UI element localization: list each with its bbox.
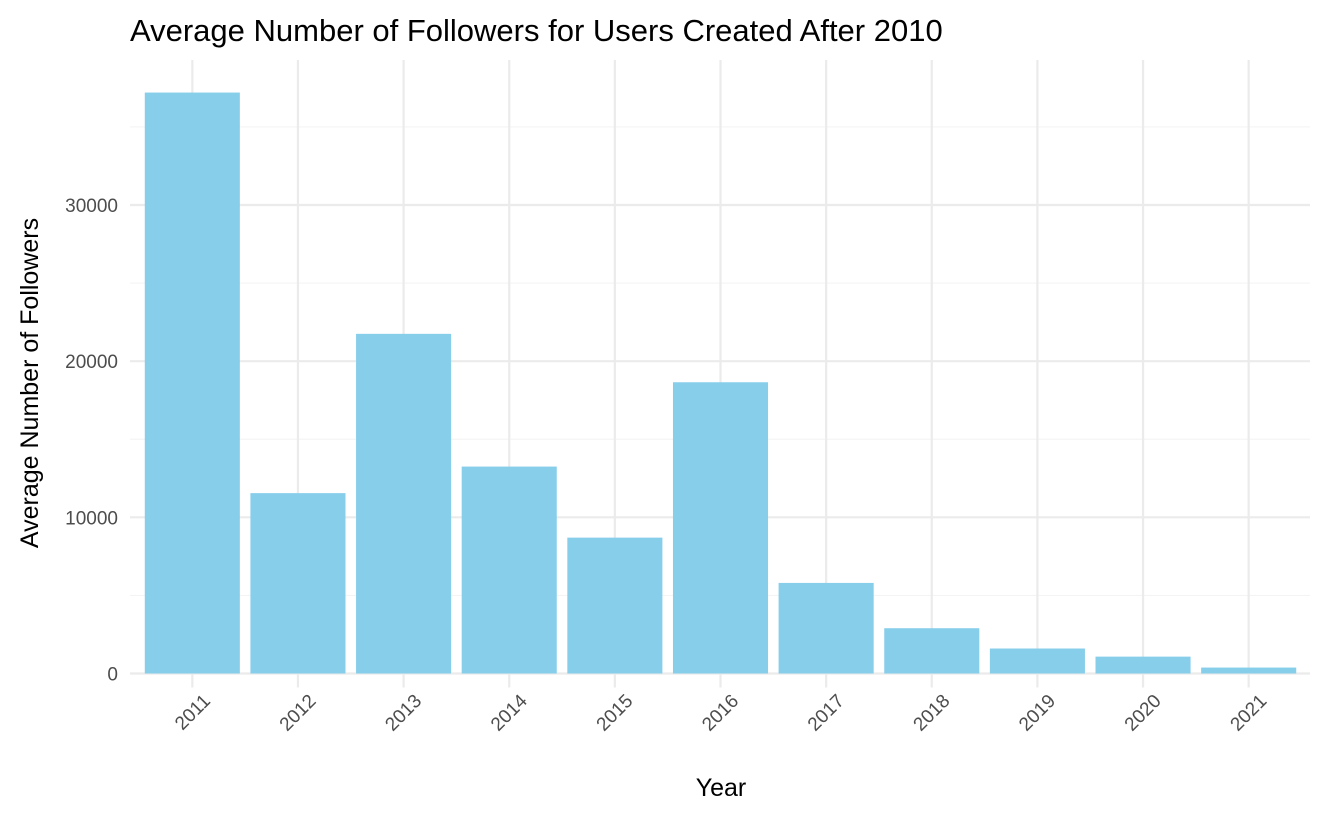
x-tick-label: 2020 [1121,691,1166,736]
x-tick-label: 2014 [487,690,532,735]
chart-title: Average Number of Followers for Users Cr… [130,13,943,48]
x-tick-label: 2017 [804,691,849,736]
y-tick-label: 30000 [65,196,118,217]
y-tick-label: 10000 [65,508,118,529]
bar-2014 [461,466,557,674]
bar-2021 [1201,667,1297,674]
y-axis-ticks: 0 10000 20000 30000 [65,196,118,686]
y-axis-title: Average Number of Followers [16,218,44,548]
bar-2019 [989,648,1085,674]
bar-2017 [778,582,874,674]
x-tick-label: 2018 [910,691,955,736]
bar-2015 [567,537,663,674]
x-tick-label: 2015 [593,691,638,736]
bar-2012 [250,493,346,674]
bar-2016 [672,382,769,674]
x-tick-label: 2016 [698,691,743,736]
bar-2018 [884,628,980,674]
y-tick-label: 20000 [65,352,118,373]
x-tick-label: 2011 [171,691,215,735]
bar-2013 [356,333,452,674]
bar-2020 [1095,656,1191,674]
x-axis-ticks: 2011 2012 2013 2014 2015 2016 2017 2018 2019 2020… [171,690,1271,735]
x-tick-label: 2021 [1227,691,1272,736]
x-axis-title: Year [696,774,747,802]
bar-2011 [144,92,240,674]
x-tick-label: 2019 [1015,691,1060,736]
x-tick-label: 2013 [381,691,426,736]
bars [144,92,1297,674]
y-tick-label: 0 [107,665,118,686]
x-tick-label: 2012 [276,691,321,736]
